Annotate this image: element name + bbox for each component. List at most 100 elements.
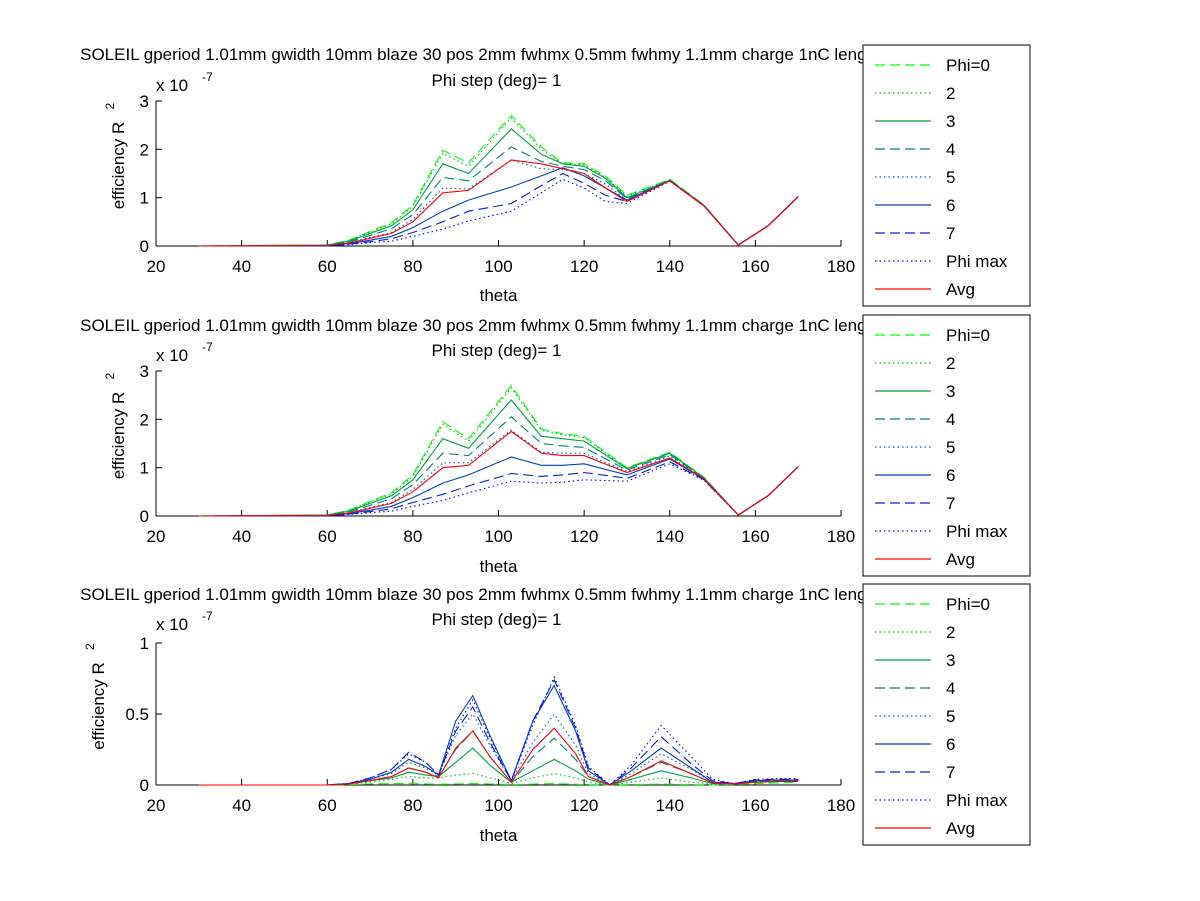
x-axis-label: theta xyxy=(480,286,518,305)
y-tick-label: 3 xyxy=(140,362,149,381)
x-tick-label: 180 xyxy=(827,796,855,815)
y-tick-label: 1 xyxy=(140,459,149,478)
legend-label: Avg xyxy=(946,280,975,299)
series-line-4 xyxy=(198,730,799,786)
x-tick-label: 140 xyxy=(656,796,684,815)
legend-label: 3 xyxy=(946,112,955,131)
chart-title: SOLEIL gperiod 1.01mm gwidth 10mm blaze … xyxy=(80,316,913,335)
x-tick-label: 60 xyxy=(318,796,337,815)
y-tick-label: 0 xyxy=(140,776,149,795)
legend-box xyxy=(862,314,1031,577)
legend-label: Phi max xyxy=(946,791,1008,810)
legend-label: 3 xyxy=(946,382,955,401)
series-line-9 xyxy=(198,727,799,786)
chart-subtitle: Phi step (deg)= 1 xyxy=(432,71,562,90)
x-tick-label: 160 xyxy=(741,796,769,815)
legend-label: Phi=0 xyxy=(946,595,990,614)
legend-label: 7 xyxy=(946,494,955,513)
series-line-9 xyxy=(198,159,799,247)
legend-label: 6 xyxy=(946,466,955,485)
legend-label: Phi max xyxy=(946,522,1008,541)
chart-subtitle: Phi step (deg)= 1 xyxy=(432,610,562,629)
axis-exponent-label: x 10 xyxy=(156,615,188,634)
x-tick-label: 100 xyxy=(484,527,512,546)
y-tick-label: 0 xyxy=(140,237,149,256)
legend-label: Phi=0 xyxy=(946,56,990,75)
series-line-8 xyxy=(198,178,799,247)
series-line-3 xyxy=(198,747,799,786)
x-tick-label: 20 xyxy=(147,796,166,815)
x-tick-label: 160 xyxy=(741,257,769,276)
x-tick-label: 160 xyxy=(741,527,769,546)
y-tick-label: 3 xyxy=(140,92,149,111)
series-line-7 xyxy=(198,461,799,517)
chart-panel-2: 20 40 60 80 100 120 140 160 180 0 1 2 3 x 10 -7 SOLEIL … xyxy=(80,314,1031,577)
legend-box xyxy=(862,44,1031,307)
series-line-4 xyxy=(198,146,799,247)
chart-panel-3: 20 40 60 80 100 120 140 160 180 0 0.5 1 x 10 -7 SOLEIL… xyxy=(80,583,1031,846)
x-tick-label: 80 xyxy=(403,796,422,815)
legend-label: Avg xyxy=(946,550,975,569)
legend-label: 6 xyxy=(946,196,955,215)
legend-label: 5 xyxy=(946,168,955,187)
x-tick-label: 60 xyxy=(318,257,337,276)
x-tick-label: 100 xyxy=(484,257,512,276)
y-tick-label: 0.5 xyxy=(125,705,149,724)
chart-subtitle: Phi step (deg)= 1 xyxy=(432,341,562,360)
legend: Phi=0 2 3 4 5 6 7 Phi max Avg xyxy=(862,44,1031,307)
chart-title: SOLEIL gperiod 1.01mm gwidth 10mm blaze … xyxy=(80,45,913,64)
legend-label: 4 xyxy=(946,679,955,698)
x-tick-label: 40 xyxy=(232,796,251,815)
y-tick-label: 0 xyxy=(140,507,149,526)
y-axis-label-group: efficiency R 2 xyxy=(103,373,128,480)
series-line-1 xyxy=(198,781,799,786)
legend: Phi=0 2 3 4 5 6 7 Phi max Avg xyxy=(862,314,1031,577)
legend-label: 2 xyxy=(946,623,955,642)
x-tick-label: 120 xyxy=(570,527,598,546)
legend-label: 4 xyxy=(946,410,955,429)
x-tick-label: 20 xyxy=(147,257,166,276)
legend-box xyxy=(862,583,1031,846)
y-axis-label-group: efficiency R 2 xyxy=(103,103,128,210)
series-group xyxy=(198,675,799,786)
y-tick-label: 1 xyxy=(140,189,149,208)
x-tick-label: 80 xyxy=(403,257,422,276)
legend-label: Phi=0 xyxy=(946,326,990,345)
y-axis-label-superscript: 2 xyxy=(103,373,117,380)
x-tick-label: 180 xyxy=(827,257,855,276)
chart-title: SOLEIL gperiod 1.01mm gwidth 10mm blaze … xyxy=(80,585,913,604)
legend-label: 5 xyxy=(946,438,955,457)
x-tick-label: 60 xyxy=(318,527,337,546)
y-axis-label: efficiency R xyxy=(109,392,128,480)
y-axis-label-superscript: 2 xyxy=(83,643,97,650)
legend: Phi=0 2 3 4 5 6 7 Phi max Avg xyxy=(862,583,1031,846)
y-axis-label-superscript: 2 xyxy=(103,103,117,110)
axis-exponent-superscript: -7 xyxy=(202,340,213,354)
series-line-9 xyxy=(198,430,799,517)
series-line-8 xyxy=(198,463,799,517)
x-tick-label: 140 xyxy=(656,257,684,276)
legend-label: 5 xyxy=(946,707,955,726)
legend-label: 7 xyxy=(946,763,955,782)
legend-label: 2 xyxy=(946,84,955,103)
legend-label: Phi max xyxy=(946,252,1008,271)
x-tick-label: 40 xyxy=(232,527,251,546)
x-tick-label: 180 xyxy=(827,527,855,546)
x-axis-label: theta xyxy=(480,557,518,576)
y-axis-label: efficiency R xyxy=(109,122,128,210)
legend-label: Avg xyxy=(946,819,975,838)
x-tick-label: 120 xyxy=(570,257,598,276)
series-group xyxy=(198,114,799,247)
x-tick-label: 100 xyxy=(484,796,512,815)
axis-exponent-label: x 10 xyxy=(156,346,188,365)
x-tick-label: 120 xyxy=(570,796,598,815)
legend-label: 3 xyxy=(946,651,955,670)
series-line-5 xyxy=(198,713,799,786)
chart-panel-1: 20 40 60 80 100 120 140 160 180 0 1 2 3 x 10 -7 SOLEIL … xyxy=(80,44,1031,307)
x-tick-label: 140 xyxy=(656,527,684,546)
series-line-7 xyxy=(198,678,799,786)
legend-label: 6 xyxy=(946,735,955,754)
y-axis-label-group: efficiency R 2 xyxy=(83,643,108,750)
y-axis-label: efficiency R xyxy=(89,662,108,750)
